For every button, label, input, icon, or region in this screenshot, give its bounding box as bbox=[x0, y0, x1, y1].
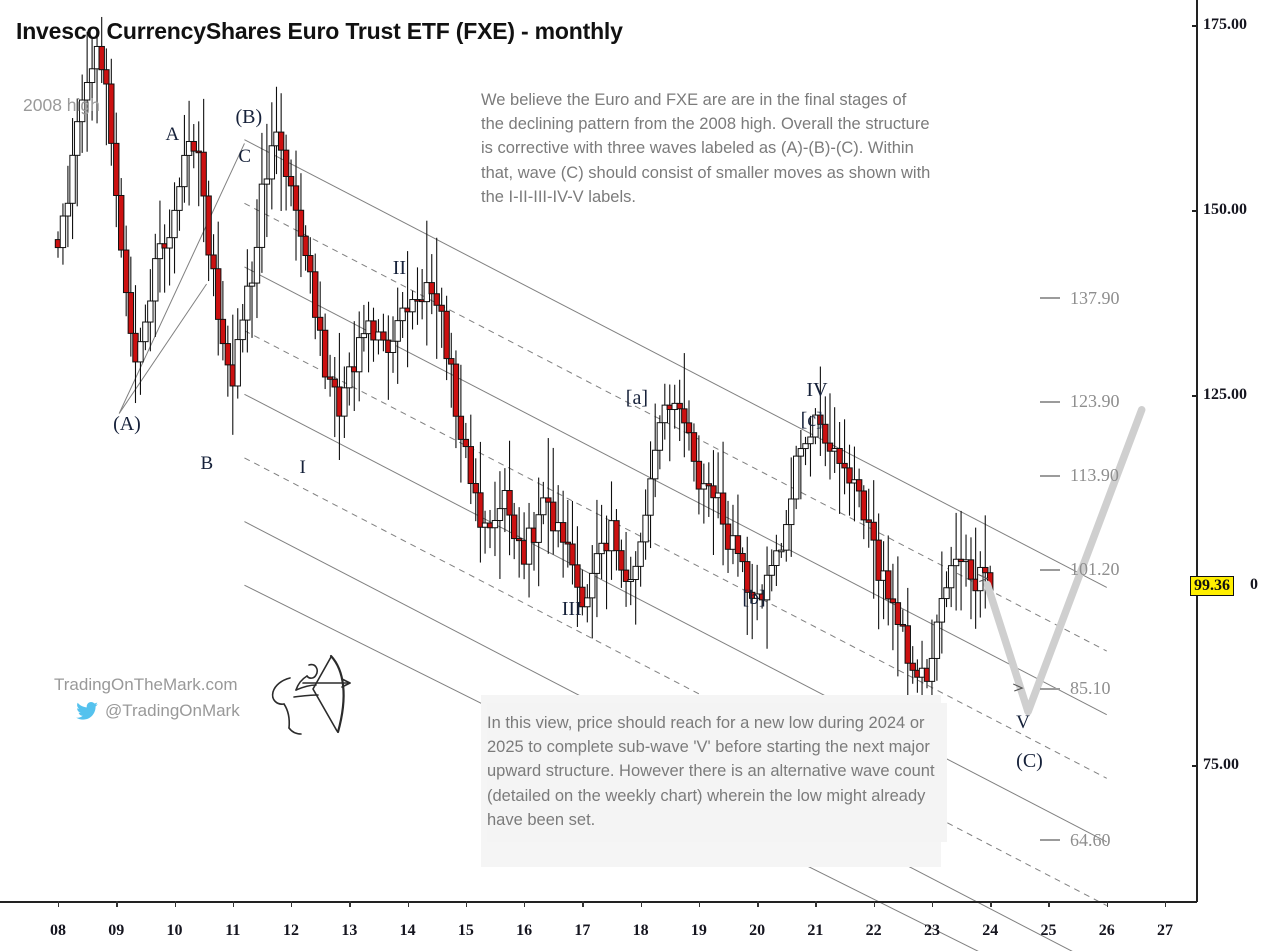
x-axis-tickmark bbox=[524, 901, 526, 907]
x-axis-tickmark bbox=[1165, 901, 1167, 907]
x-axis-tickmark bbox=[174, 901, 176, 907]
x-axis-tickmark bbox=[291, 901, 293, 907]
x-axis-tick-25: 25 bbox=[1040, 922, 1057, 939]
current-price-tag: 99.36 bbox=[1190, 575, 1234, 596]
wave-label-c: [c] bbox=[800, 408, 823, 431]
wave-label-A: (A) bbox=[113, 412, 141, 435]
wave-label-II: II bbox=[392, 257, 407, 280]
wave-label-C: C bbox=[238, 146, 252, 168]
y-axis-tickmark bbox=[1192, 395, 1198, 397]
page-title: Invesco CurrencyShares Euro Trust ETF (F… bbox=[16, 18, 623, 44]
price-level-123.90: 123.90 bbox=[1040, 391, 1120, 412]
x-axis-tickmark bbox=[990, 901, 992, 907]
price-level-label: 85.10 bbox=[1070, 678, 1111, 699]
level-dash-icon bbox=[1040, 400, 1060, 403]
x-axis-tickmark bbox=[116, 901, 118, 907]
x-axis-tick-14: 14 bbox=[399, 922, 416, 939]
x-axis-tickmark bbox=[757, 901, 759, 907]
x-axis-tick-20: 20 bbox=[749, 922, 766, 939]
price-level-113.90: 113.90 bbox=[1040, 465, 1119, 486]
y-axis-tickmark bbox=[1192, 765, 1198, 767]
x-axis-tickmark bbox=[640, 901, 643, 907]
x-axis-tickmark bbox=[465, 901, 468, 907]
wave-label-V: V bbox=[1016, 712, 1030, 734]
x-axis-tick-18: 18 bbox=[632, 922, 649, 939]
x-axis-tickmark bbox=[873, 901, 876, 907]
price-level-137.90: 137.90 bbox=[1040, 288, 1120, 309]
annotation-bottom-text: In this view, price should reach for a n… bbox=[487, 703, 947, 843]
x-axis-tickmark bbox=[1048, 901, 1050, 907]
price-level-label: 64.60 bbox=[1070, 829, 1111, 850]
x-axis-tickmark bbox=[698, 901, 701, 907]
brand-handle-row: @TradingOnMark bbox=[76, 701, 240, 721]
price-level-85.10: 85.10 bbox=[1040, 678, 1111, 699]
price-level-label: 101.20 bbox=[1070, 559, 1120, 580]
x-axis-tick-21: 21 bbox=[807, 922, 824, 939]
level-dash-icon bbox=[1040, 568, 1060, 571]
x-axis-tick-27: 27 bbox=[1157, 922, 1173, 939]
x-axis-tick-09: 09 bbox=[108, 922, 125, 939]
x-axis-tick-15: 15 bbox=[457, 922, 474, 939]
wave-label-B: (B) bbox=[235, 105, 263, 128]
x-axis-tickmark bbox=[931, 901, 934, 907]
y-axis-tick-125.00: 125.00 bbox=[1203, 386, 1247, 403]
wave-label-a: [a] bbox=[625, 386, 648, 409]
x-axis-tick-26: 26 bbox=[1098, 922, 1115, 939]
x-axis-tick-17: 17 bbox=[574, 922, 591, 939]
archer-logo bbox=[271, 654, 351, 735]
wave-label-III: III bbox=[561, 597, 582, 620]
wave-label-C: (C) bbox=[1016, 750, 1043, 773]
x-axis-tick-16: 16 bbox=[516, 922, 533, 939]
x-axis-tick-22: 22 bbox=[865, 922, 882, 939]
y-axis-tickmark bbox=[1192, 210, 1198, 212]
price-level-label: 137.90 bbox=[1070, 287, 1120, 308]
x-axis-tick-11: 11 bbox=[225, 922, 241, 939]
price-level-label: 123.90 bbox=[1070, 391, 1120, 412]
level-dash-icon bbox=[1040, 474, 1060, 477]
price-level-101.20: 101.20 bbox=[1040, 559, 1120, 580]
x-axis-tick-19: 19 bbox=[690, 922, 707, 939]
x-axis-tick-23: 23 bbox=[923, 922, 940, 939]
x-axis-tickmark bbox=[1106, 901, 1109, 907]
x-axis-tick-10: 10 bbox=[166, 922, 183, 939]
twitter-bird-icon bbox=[76, 702, 98, 720]
wave-label-A: A bbox=[165, 124, 180, 145]
x-axis-tickmark bbox=[407, 901, 409, 907]
price-level-64.60: 64.60 bbox=[1040, 830, 1111, 851]
x-axis-tickmark bbox=[349, 901, 351, 907]
x-axis-tickmark bbox=[582, 901, 584, 907]
wave-label-IV: IV bbox=[806, 379, 828, 402]
level-dash-icon bbox=[1040, 687, 1060, 690]
y-axis-tick-75.00: 75.00 bbox=[1203, 756, 1239, 773]
brand-handle-label: @TradingOnMark bbox=[105, 701, 240, 720]
y-axis-line bbox=[1196, 0, 1198, 902]
x-axis-tick-08: 08 bbox=[50, 922, 66, 939]
x-axis-tickmark bbox=[815, 901, 817, 907]
wave-label-b: [b] bbox=[742, 586, 766, 609]
price-level-label: 113.90 bbox=[1070, 465, 1119, 486]
x-axis-line bbox=[0, 901, 1197, 903]
x-axis-tick-12: 12 bbox=[283, 922, 300, 939]
wave-label-I: I bbox=[299, 457, 306, 478]
brand-website-label: TradingOnTheMark.com bbox=[54, 675, 238, 694]
x-axis-tick-24: 24 bbox=[982, 922, 999, 939]
y-axis-tick-150.00: 150.00 bbox=[1203, 201, 1247, 218]
label-2008-high: 2008 high bbox=[23, 95, 100, 115]
y-axis-tick-175.00: 175.00 bbox=[1203, 16, 1247, 33]
y-axis-tickmark bbox=[1192, 25, 1198, 27]
price-tag-occluded-label: 0 bbox=[1250, 575, 1258, 593]
wave-label-B: B bbox=[200, 453, 214, 475]
x-axis-tickmark bbox=[58, 901, 60, 907]
level-dash-icon bbox=[1040, 839, 1060, 842]
x-axis-tickmark bbox=[232, 901, 235, 907]
level-dash-icon bbox=[1040, 297, 1060, 300]
ab-trend-lines bbox=[118, 143, 245, 414]
annotation-top-text: We believe the Euro and FXE are are in t… bbox=[481, 91, 931, 206]
x-axis-tick-13: 13 bbox=[341, 922, 358, 939]
